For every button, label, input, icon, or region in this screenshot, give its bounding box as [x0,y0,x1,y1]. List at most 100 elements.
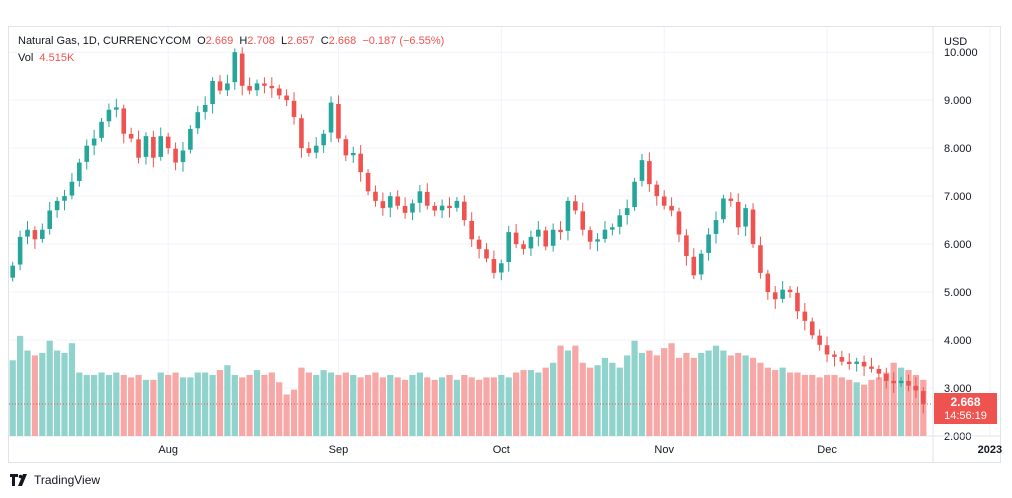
candle-body [780,289,785,299]
candle-body [62,196,67,201]
volume-bar [91,374,98,436]
volume-bar [572,345,579,436]
volume-bar [54,350,61,436]
volume-bar [860,384,868,436]
volume-bar [194,372,201,436]
candle-body [543,230,549,247]
candle-body [106,109,112,122]
candle-body [639,160,645,181]
volume-bar [461,374,468,436]
candle-body [883,373,889,381]
candle-body [417,191,423,203]
volume-bar [24,350,31,436]
candle-body [573,201,578,211]
candle-body [921,390,926,404]
candle-body [898,380,904,384]
candle-body [765,273,771,293]
candle-body [617,215,623,227]
y-tick-label: 9.000 [944,95,972,107]
candle-body [276,88,282,96]
candle-body [669,205,674,211]
volume-bar [394,377,401,436]
candle-body [802,311,808,321]
volume-bar [868,379,875,436]
volume-bar [897,367,905,436]
volume-bar [431,379,438,436]
volume-bar [853,382,860,436]
candle-body [580,211,586,230]
volume-bar [594,365,601,436]
y-tick-label: 5.000 [944,287,972,299]
volume-bar [542,367,549,436]
volume-bar [298,367,305,436]
volume-bar [83,374,90,436]
candle-body [743,208,748,227]
candle-body [558,229,563,233]
volume-bar [231,374,238,436]
volume-bar [912,374,920,436]
volume-bar [764,367,771,436]
x-tick-label: Dec [817,444,837,456]
candle-body [661,196,667,206]
candle-body [839,357,845,362]
volume-bar [283,394,290,436]
volume-bar [846,379,853,436]
volume-bar [216,370,224,436]
volume-bar [475,379,483,436]
candle-body [328,102,334,133]
candle-body [476,239,482,249]
volume-bar [779,367,786,436]
volume-bar [424,377,431,436]
volume-label[interactable]: Vol [18,52,34,64]
y-tick-label: 7.000 [944,191,972,203]
candle-body [202,104,208,112]
volume-bar [653,355,660,436]
volume-bar [39,352,46,436]
volume-bar [483,377,490,436]
volume-bar [468,377,475,436]
volume-bar [646,350,653,436]
open-value: 2.669 [205,35,234,47]
candle-body [587,230,593,242]
candle-body [610,227,615,230]
candle-body [550,229,556,246]
volume-bar [438,377,446,436]
candle-body [750,209,756,245]
volume-bar [535,372,542,436]
volume-bar [690,357,697,436]
open-label: O [197,35,206,47]
volume-bar [105,374,113,436]
low-value: 2.657 [287,35,315,47]
symbol-label[interactable]: Natural Gas, 1D, CURRENCYCOM [18,35,191,47]
candle-body [373,191,378,201]
candle-body [654,184,660,197]
candle-body [624,208,630,216]
y-tick-label: 2.000 [944,431,972,443]
candle-body [469,220,474,240]
volume-bar [387,374,394,436]
candle-body [721,198,726,220]
volume-bar [246,374,253,436]
candle-body [32,230,38,240]
tradingview-logo[interactable]: TradingView [10,473,100,487]
candle-body [602,229,608,239]
volume-bar [150,379,157,436]
candle-body [239,53,245,86]
candle-body [40,229,45,239]
candlestick-chart[interactable]: 2.000 3.000 4.000 5.000 6.000 7.000 8.000 9.000… [0,0,1012,470]
volume-bar [261,374,268,436]
volume-bar [883,372,890,436]
candle-body [180,150,186,163]
volume-bar [801,374,808,436]
candle-body [447,205,452,209]
candle-body [158,136,164,157]
candle-body [528,236,534,249]
candle-body [632,181,637,208]
high-label: H [239,35,248,47]
candle-body [121,108,127,134]
candle-body [906,381,911,386]
candle-body [691,256,697,276]
volume-bar [135,374,142,436]
volume-bar [16,335,24,436]
candle-body [913,385,919,391]
